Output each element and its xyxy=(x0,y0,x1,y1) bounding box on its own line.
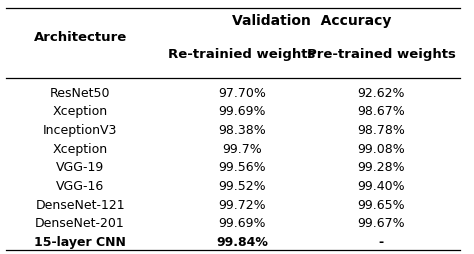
Text: 97.70%: 97.70% xyxy=(218,87,266,100)
Text: 99.67%: 99.67% xyxy=(357,217,405,230)
Text: 99.65%: 99.65% xyxy=(357,199,405,212)
Text: VGG-16: VGG-16 xyxy=(56,180,104,193)
Text: DenseNet-201: DenseNet-201 xyxy=(35,217,125,230)
Text: 99.69%: 99.69% xyxy=(219,217,266,230)
Text: Re-trainied weights: Re-trainied weights xyxy=(168,48,316,61)
Text: VGG-19: VGG-19 xyxy=(56,161,104,174)
Text: Validation  Accuracy: Validation Accuracy xyxy=(232,14,391,28)
Text: Pre-trained weights: Pre-trained weights xyxy=(307,48,456,61)
Text: 99.52%: 99.52% xyxy=(219,180,266,193)
Text: Xception: Xception xyxy=(53,105,108,118)
Text: Xception: Xception xyxy=(53,143,108,156)
Text: 99.08%: 99.08% xyxy=(357,143,405,156)
Text: 99.40%: 99.40% xyxy=(357,180,405,193)
Text: 99.7%: 99.7% xyxy=(222,143,262,156)
Text: 99.56%: 99.56% xyxy=(219,161,266,174)
Text: 99.69%: 99.69% xyxy=(219,105,266,118)
Text: 92.62%: 92.62% xyxy=(357,87,405,100)
Text: 99.72%: 99.72% xyxy=(219,199,266,212)
Text: 99.28%: 99.28% xyxy=(357,161,405,174)
Text: 98.78%: 98.78% xyxy=(357,124,405,137)
Text: 99.84%: 99.84% xyxy=(216,236,268,249)
Text: 98.38%: 98.38% xyxy=(218,124,266,137)
Text: ResNet50: ResNet50 xyxy=(50,87,110,100)
Text: 15-layer CNN: 15-layer CNN xyxy=(34,236,126,249)
Text: 98.67%: 98.67% xyxy=(357,105,405,118)
Text: -: - xyxy=(378,236,383,249)
Text: DenseNet-121: DenseNet-121 xyxy=(35,199,125,212)
Text: InceptionV3: InceptionV3 xyxy=(43,124,117,137)
Text: Architecture: Architecture xyxy=(34,31,127,44)
